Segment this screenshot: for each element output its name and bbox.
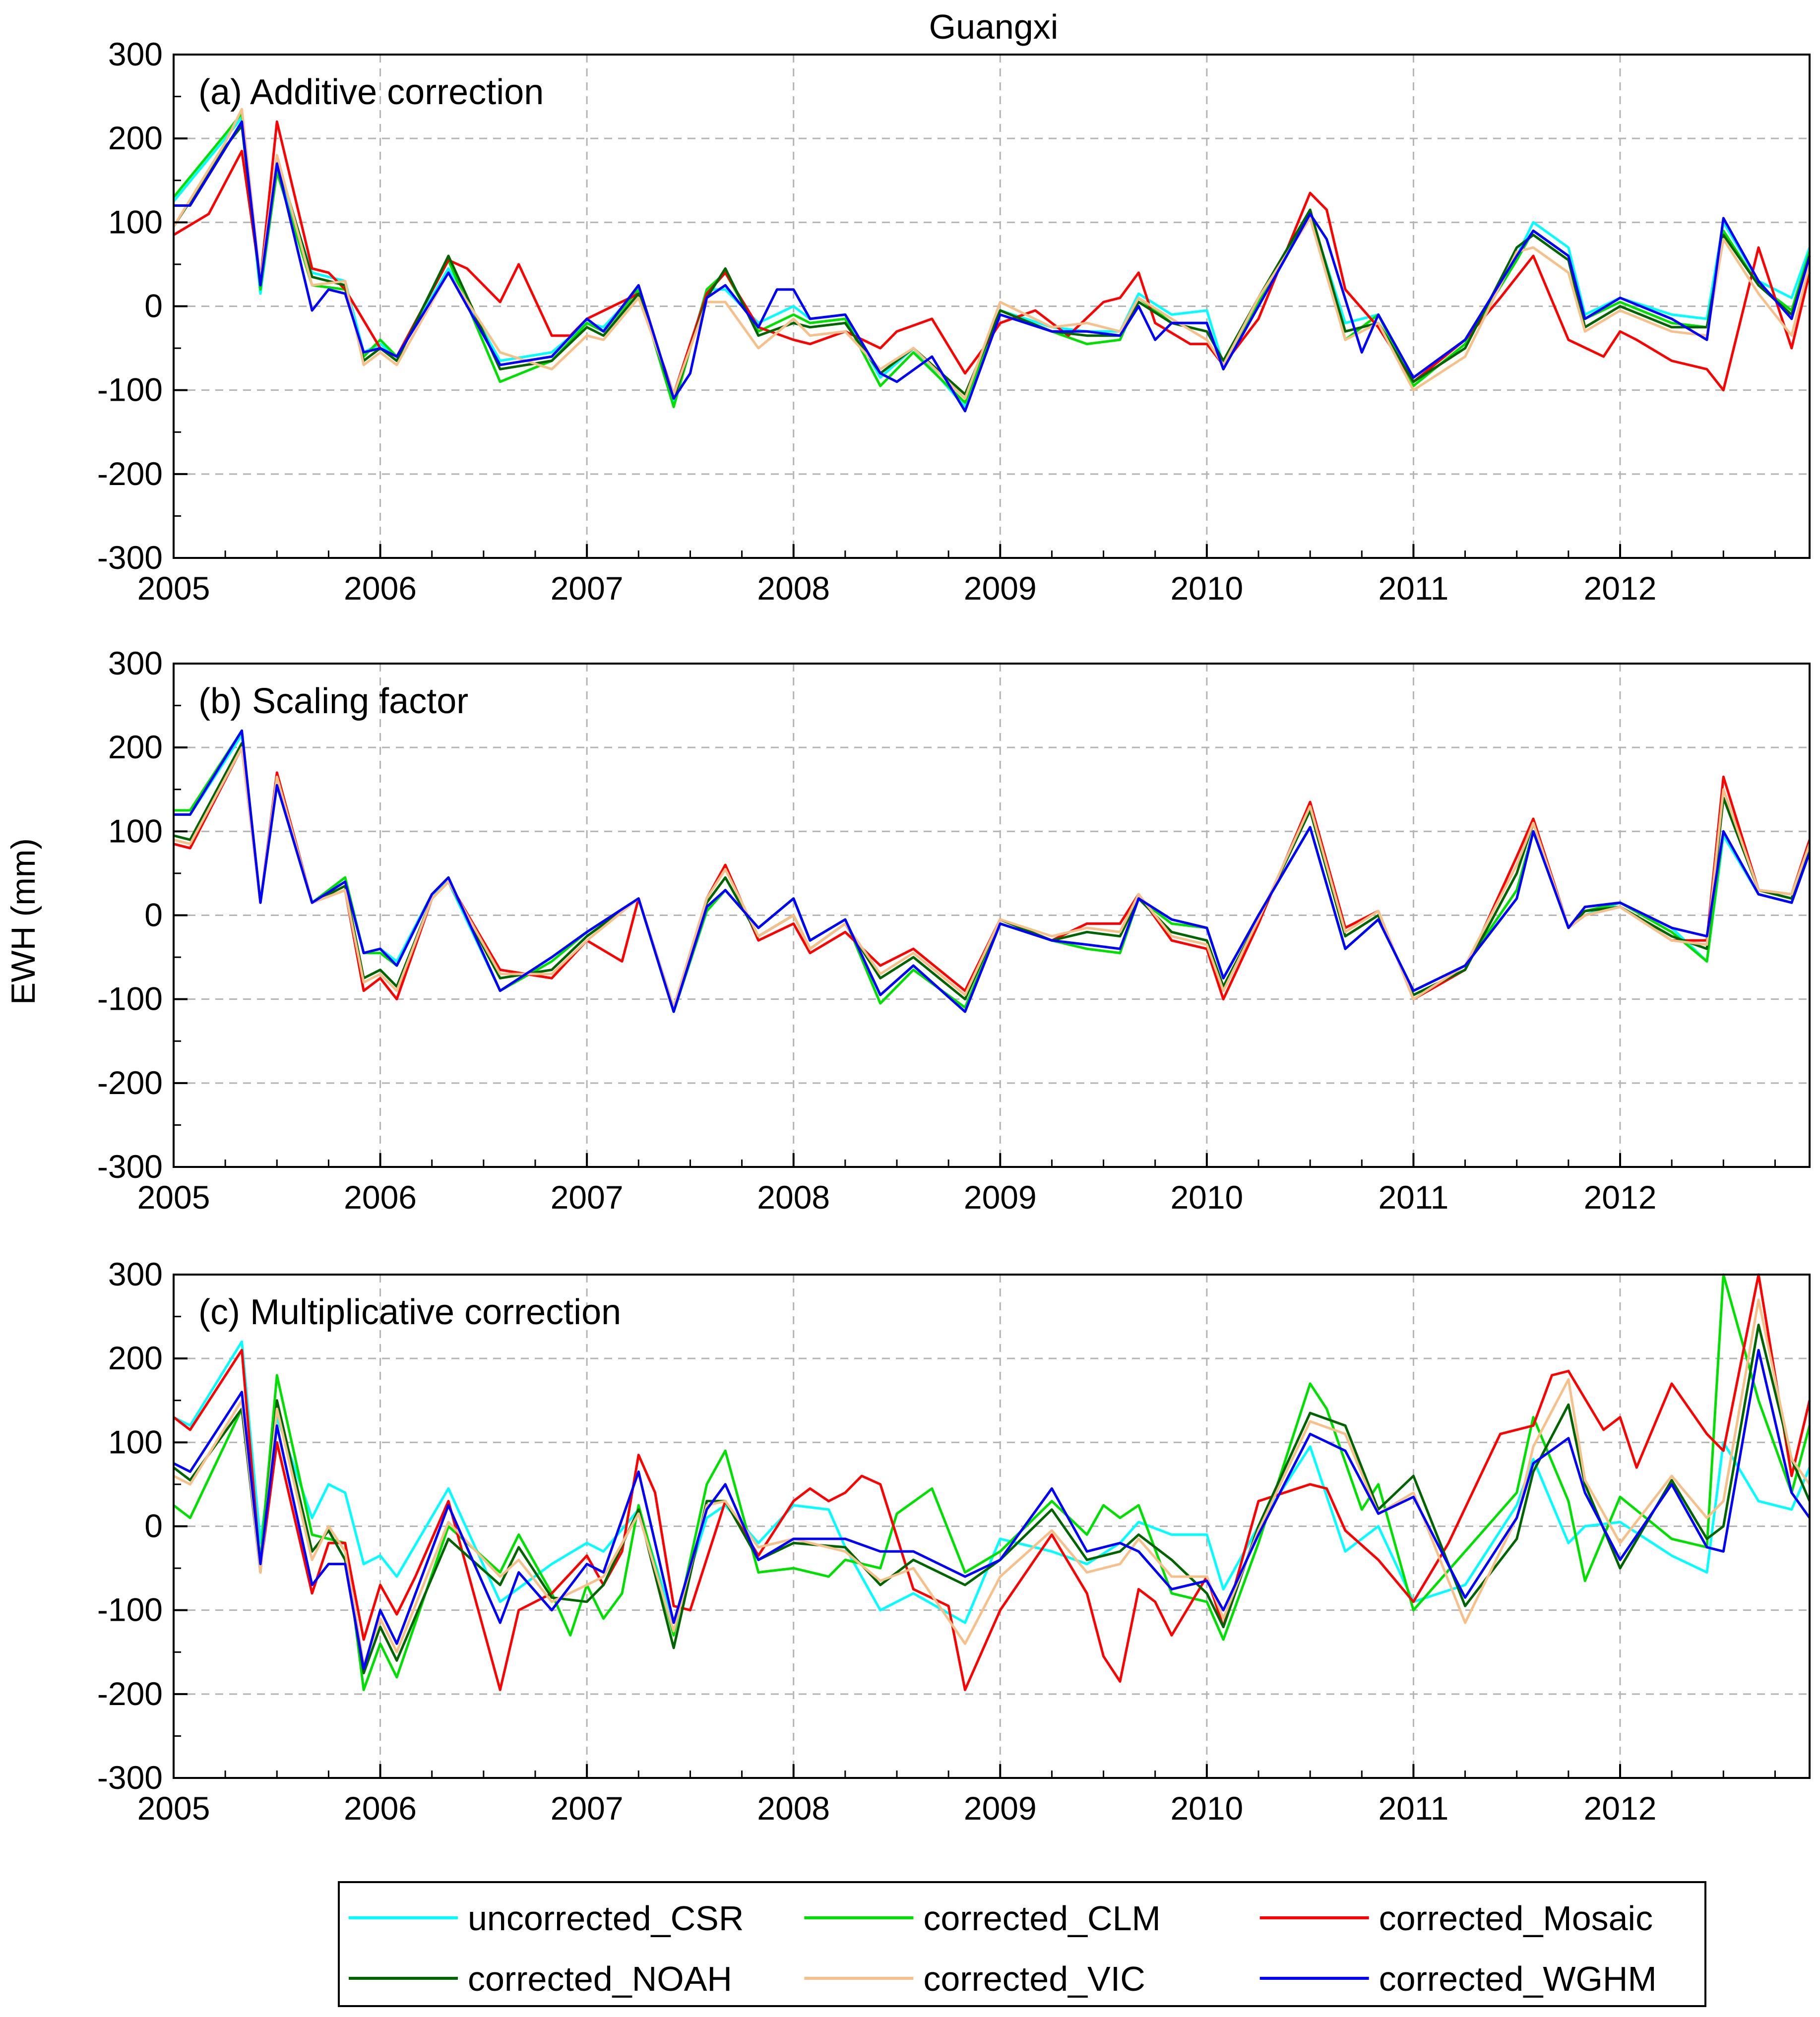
y-tick-label: -100 <box>97 980 163 1017</box>
y-tick-label: -200 <box>97 1064 163 1101</box>
x-tick-label: 2007 <box>551 1179 624 1216</box>
y-tick-label: 300 <box>108 1256 163 1292</box>
x-tick-label: 2008 <box>757 1790 830 1827</box>
y-tick-label: 0 <box>144 897 163 933</box>
y-tick-label: 300 <box>108 645 163 681</box>
y-axis: 300 200 100 0 -100 -200 -300 <box>97 645 188 1185</box>
grid <box>174 55 1810 558</box>
legend-label: corrected_CLM <box>923 1899 1161 1938</box>
series-line-corrected_WGHM <box>173 1348 1811 1670</box>
legend-item-corrected_WGHM: corrected_WGHM <box>1259 1959 1657 1998</box>
series-group <box>173 1273 1811 1691</box>
x-tick-label: 2011 <box>1378 570 1448 607</box>
panel-label: (c) Multiplicative correction <box>198 1292 621 1332</box>
y-tick-label: -100 <box>97 1591 163 1628</box>
y-tick-label: -300 <box>97 1759 163 1796</box>
x-tick-label: 2009 <box>964 1179 1037 1216</box>
panel-label: (a) Additive correction <box>198 72 544 112</box>
x-tick-label: 2010 <box>1170 1179 1243 1216</box>
y-tick-label: 0 <box>144 288 163 324</box>
legend: uncorrected_CSR corrected_CLM corrected_Mo… <box>338 1881 1706 2007</box>
legend-label: uncorrected_CSR <box>468 1899 744 1938</box>
y-tick-label: 100 <box>108 1423 163 1460</box>
y-tick-label: 200 <box>108 729 163 765</box>
x-axis: 2005 2006 2007 2008 2009 2010 2011 2012 <box>137 544 1776 607</box>
x-tick-label: 2009 <box>964 1790 1037 1827</box>
series-line-corrected_WGHM <box>174 120 1811 413</box>
x-axis: 2005 2006 2007 2008 2009 2010 2011 2012 <box>137 1764 1776 1827</box>
x-tick-label: 2012 <box>1584 570 1657 607</box>
y-axis: 300 200 100 0 -100 -200 -300 <box>97 36 188 576</box>
legend-item-corrected_Mosaic: corrected_Mosaic <box>1259 1899 1653 1938</box>
series-line-corrected_VIC <box>172 108 1811 400</box>
x-tick-label: 2005 <box>137 1790 210 1827</box>
y-axis: 300 200 100 0 -100 -200 -300 <box>97 1256 188 1796</box>
x-tick-label: 2012 <box>1584 1790 1657 1827</box>
x-tick-label: 2006 <box>344 570 417 607</box>
legend-box <box>338 1881 1706 2007</box>
series-line-uncorrected_CSR <box>173 116 1811 408</box>
series-group <box>172 108 1811 413</box>
legend-item-corrected_CLM: corrected_CLM <box>804 1899 1161 1938</box>
y-tick-label: 100 <box>108 812 163 849</box>
y-tick-label: -300 <box>97 539 163 576</box>
x-tick-label: 2011 <box>1378 1179 1448 1216</box>
legend-label: corrected_Mosaic <box>1379 1899 1653 1938</box>
x-tick-label: 2006 <box>344 1790 417 1827</box>
series-line-corrected_NOAH <box>173 1324 1811 1674</box>
y-tick-label: 200 <box>108 120 163 156</box>
y-axis-title: EWH (mm) <box>4 838 42 1005</box>
x-tick-label: 2007 <box>551 1790 624 1827</box>
panel-label: (b) Scaling factor <box>198 681 468 721</box>
x-tick-label: 2006 <box>344 1179 417 1216</box>
x-axis: 2005 2006 2007 2008 2009 2010 2011 2012 <box>137 1153 1776 1216</box>
x-tick-label: 2005 <box>137 1179 210 1216</box>
x-tick-label: 2007 <box>551 570 624 607</box>
legend-item-uncorrected_CSR: uncorrected_CSR <box>349 1899 744 1938</box>
legend-item-corrected_NOAH: corrected_NOAH <box>349 1959 732 1998</box>
series-line-corrected_Mosaic <box>173 1273 1811 1691</box>
x-tick-label: 2009 <box>964 570 1037 607</box>
chart-title: Guangxi <box>929 7 1059 46</box>
y-tick-label: 200 <box>108 1340 163 1376</box>
x-tick-label: 2005 <box>137 570 210 607</box>
series-line-corrected_CLM <box>173 1273 1811 1691</box>
y-tick-label: 100 <box>108 203 163 240</box>
y-tick-label: 300 <box>108 36 163 72</box>
series-group <box>173 729 1811 1013</box>
legend-label: corrected_WGHM <box>1379 1959 1657 1998</box>
x-tick-label: 2008 <box>757 570 830 607</box>
x-tick-label: 2008 <box>757 1179 830 1216</box>
y-tick-label: -300 <box>97 1148 163 1185</box>
x-tick-label: 2010 <box>1170 1790 1243 1827</box>
series-line-corrected_NOAH <box>172 124 1811 400</box>
y-tick-label: -100 <box>97 371 163 408</box>
legend-label: corrected_VIC <box>923 1959 1145 1998</box>
y-tick-label: -200 <box>97 455 163 492</box>
y-tick-label: -200 <box>97 1675 163 1712</box>
legend-label: corrected_NOAH <box>468 1959 732 1998</box>
x-tick-label: 2010 <box>1170 570 1243 607</box>
x-tick-label: 2011 <box>1378 1790 1448 1827</box>
legend-item-corrected_VIC: corrected_VIC <box>804 1959 1145 1998</box>
x-tick-label: 2012 <box>1584 1179 1657 1216</box>
y-tick-label: 0 <box>144 1508 163 1544</box>
series-line-corrected_WGHM <box>174 729 1811 1013</box>
grid <box>174 1275 1810 1778</box>
